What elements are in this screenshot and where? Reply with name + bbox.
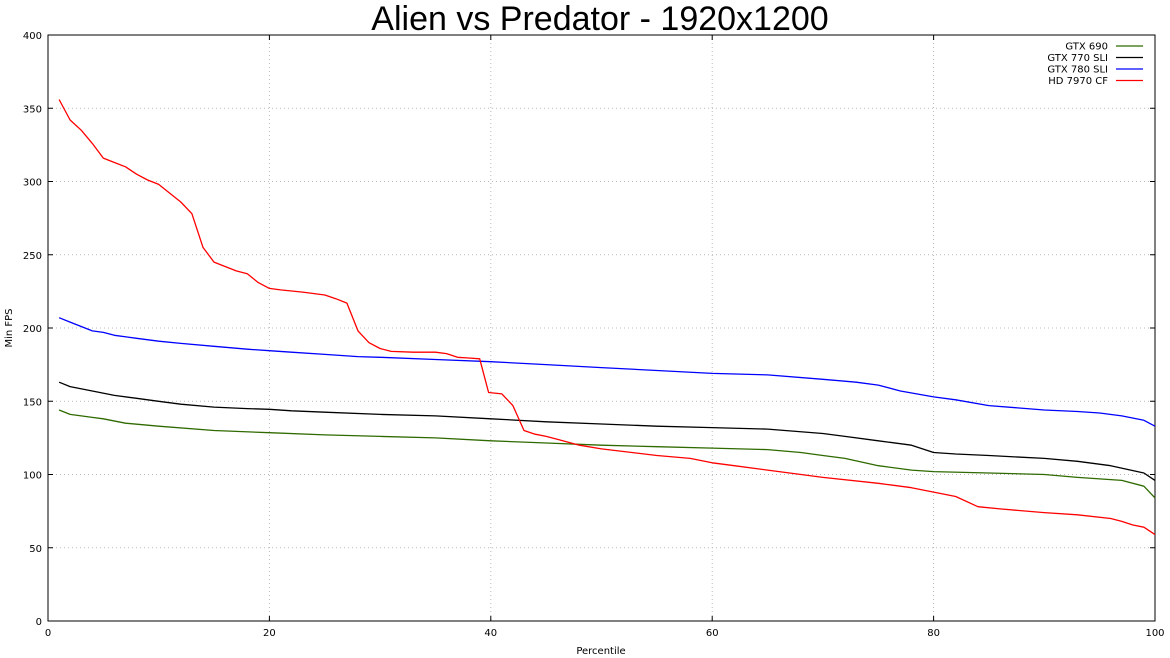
y-tick-label-7: 350 xyxy=(23,104,42,115)
x-tick-label-4: 80 xyxy=(927,628,940,639)
grid xyxy=(48,35,1155,621)
y-tick-label-0: 0 xyxy=(36,617,42,628)
x-tick-label-0: 0 xyxy=(45,628,51,639)
series-line-hd-7970-cf xyxy=(58,99,1156,536)
chart-title: Alien vs Predator - 1920x1200 xyxy=(371,0,828,38)
y-axis-label: Min FPS xyxy=(4,308,15,347)
y-tick-label-2: 100 xyxy=(23,471,42,482)
x-tick-label-5: 100 xyxy=(1145,628,1164,639)
series-line-gtx-770-sli xyxy=(58,381,1156,481)
legend-label-gtx-770-sli: GTX 770 SLI xyxy=(1047,53,1108,64)
legend-label-gtx-690: GTX 690 xyxy=(1065,42,1108,53)
legend-label-gtx-780-sli: GTX 780 SLI xyxy=(1047,65,1108,76)
x-axis-label: Percentile xyxy=(576,646,625,657)
y-tick-label-8: 400 xyxy=(23,31,42,42)
x-tick-label-1: 20 xyxy=(263,628,276,639)
legend-label-hd-7970-cf: HD 7970 CF xyxy=(1048,76,1108,87)
y-tick-label-4: 200 xyxy=(23,324,42,335)
x-tick-label-2: 40 xyxy=(484,628,497,639)
series-line-gtx-690 xyxy=(58,409,1156,499)
y-tick-label-1: 50 xyxy=(29,544,42,555)
series-lines xyxy=(58,99,1156,536)
axis-ticks: 0 20 40 60 80 100 0 50 100 150 200 250 300 350 400 xyxy=(23,31,1165,639)
y-tick-label-5: 250 xyxy=(23,251,42,262)
y-tick-label-3: 150 xyxy=(23,397,42,408)
x-tick-label-3: 60 xyxy=(706,628,719,639)
y-tick-label-6: 300 xyxy=(23,178,42,189)
series-line-gtx-780-sli xyxy=(58,317,1156,427)
